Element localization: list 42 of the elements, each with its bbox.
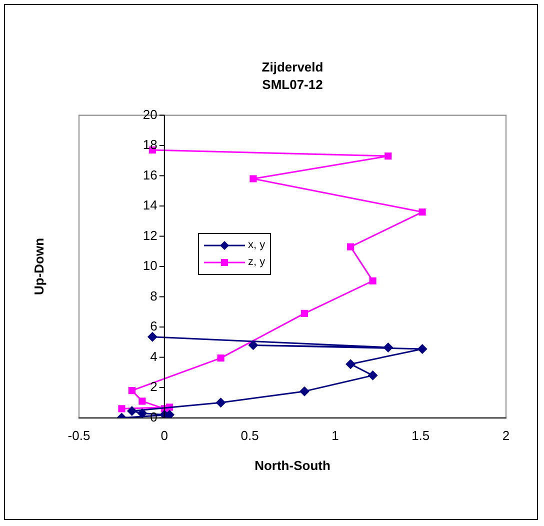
point [300, 310, 308, 317]
point [147, 332, 158, 342]
legend-label: x, y [248, 238, 266, 253]
y-tick-label: 4 [150, 348, 158, 364]
y-tick-label: 2 [150, 379, 158, 394]
point [128, 387, 136, 394]
point [248, 340, 258, 350]
y-axis-title: Up-Down [32, 238, 47, 296]
point [369, 277, 376, 284]
point [137, 408, 148, 418]
point [368, 370, 378, 380]
y-tick-label: 6 [150, 318, 158, 334]
legend-label: z, y [248, 255, 266, 270]
point [138, 398, 146, 405]
x-tick-label: 0.5 [240, 428, 259, 444]
y-tick-label: 16 [142, 167, 158, 182]
chart-title: Zijderveld [262, 59, 324, 74]
y-tick-label: 14 [142, 198, 158, 213]
x-tick-label: 1 [332, 428, 339, 444]
y-tick-label: 20 [142, 106, 158, 122]
point [418, 208, 426, 216]
point [118, 405, 126, 412]
y-tick-label: 8 [150, 288, 158, 304]
point [217, 354, 224, 362]
y-tick-label: 12 [142, 228, 158, 243]
point [417, 344, 428, 354]
y-tick-label: 10 [142, 258, 158, 274]
point [126, 406, 137, 416]
point [384, 152, 392, 160]
x-axis-title: North-South [254, 458, 330, 473]
x-tick-label: 1.5 [412, 428, 430, 444]
x-tick-label: -0.5 [68, 428, 90, 444]
chart-subtitle: SML07-12 [262, 76, 323, 92]
point [250, 175, 257, 182]
point [347, 243, 354, 250]
point [299, 386, 310, 396]
point [346, 359, 356, 370]
x-tick-label: 0 [160, 428, 168, 444]
y-tick-label: 18 [142, 137, 158, 152]
x-tick-label: 2 [502, 428, 510, 444]
point [216, 398, 226, 408]
point [383, 342, 394, 352]
